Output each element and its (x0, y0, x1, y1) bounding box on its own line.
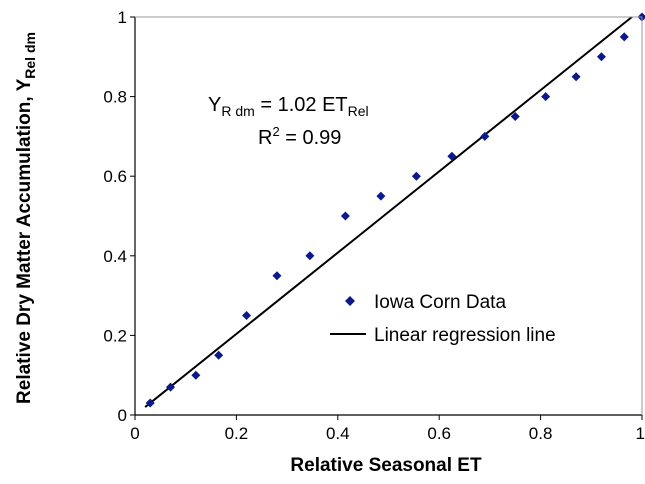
data-point (305, 251, 315, 261)
regression-line (144, 16, 633, 408)
r2-superscript: 2 (272, 124, 279, 139)
y-tick-label: 0.6 (103, 167, 127, 186)
y-tick-label: 1 (118, 8, 127, 27)
data-point (571, 72, 581, 82)
data-point (145, 398, 155, 408)
y-tick-label: 0.2 (103, 326, 127, 345)
x-tick-label: 0.6 (427, 424, 451, 443)
equation-sub-rel: Rel (348, 103, 369, 119)
data-point (376, 191, 386, 201)
data-point (619, 32, 629, 42)
data-point (510, 112, 520, 121)
legend: Iowa Corn Data Linear regression line (330, 292, 556, 346)
x-tick-label: 0.2 (225, 424, 249, 443)
regression-annotation: YR dm = 1.02 ETRel R2 = 0.99 (208, 94, 369, 149)
equation-body: = 1.02 ET (255, 94, 348, 116)
x-axis-title: Relative Seasonal ET (290, 455, 482, 476)
equation-sub-rdm: R dm (221, 103, 254, 119)
data-point (191, 370, 201, 380)
y-axis-title-main: Relative Dry Matter Accumulation, Y (14, 78, 35, 404)
legend-marker-diamond (345, 296, 355, 306)
data-point (242, 311, 252, 320)
data-point (480, 131, 490, 141)
x-tick-label: 0.4 (326, 424, 350, 443)
y-axis-title-sub: Rel dm (22, 32, 38, 79)
data-point (447, 151, 457, 161)
data-point (411, 171, 421, 181)
x-tick-label: 1 (636, 424, 645, 443)
data-point (541, 92, 551, 102)
equation-y: Y (208, 94, 221, 116)
x-tick-label: 0 (130, 424, 139, 443)
data-point (214, 350, 224, 360)
data-point (340, 211, 350, 221)
legend-label-line: Linear regression line (374, 325, 556, 346)
y-tick-label: 0.8 (103, 88, 127, 107)
r2-label: R (258, 127, 272, 149)
r2-value: = 0.99 (280, 127, 342, 149)
y-tick-label: 0.4 (103, 247, 127, 266)
svg-text:YR dm = 1.02 ETRel: YR dm = 1.02 ETRel (208, 94, 369, 119)
legend-label-scatter: Iowa Corn Data (374, 292, 506, 313)
svg-text:R2 = 0.99: R2 = 0.99 (258, 124, 341, 149)
data-point (165, 382, 175, 392)
x-tick-label: 0.8 (529, 424, 553, 443)
y-tick-label: 0 (118, 406, 127, 425)
y-axis-title: Relative Dry Matter Accumulation, YRel d… (14, 32, 38, 404)
data-point (596, 52, 606, 62)
data-point (272, 271, 282, 281)
